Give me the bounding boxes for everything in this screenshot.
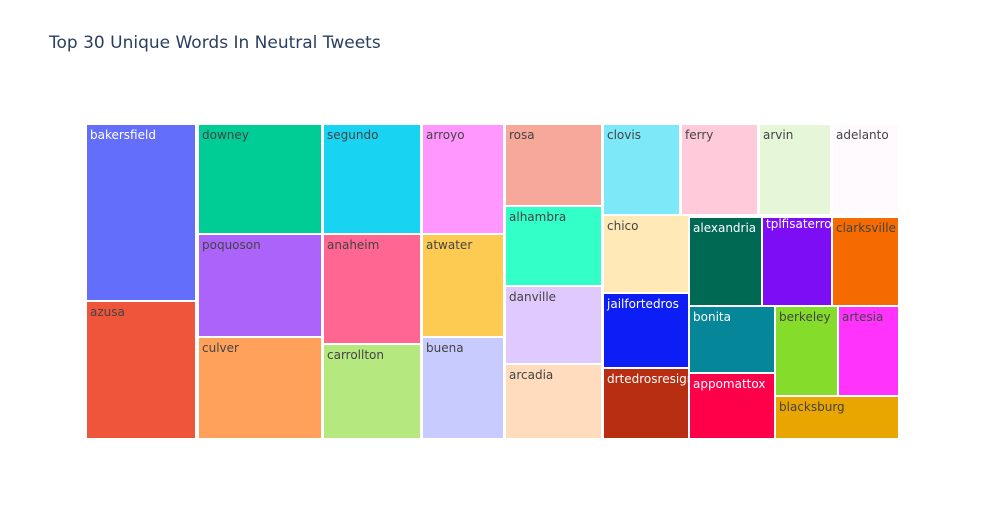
treemap-label-adelanto: adelanto bbox=[836, 128, 889, 142]
treemap-tile-downey[interactable] bbox=[199, 125, 321, 233]
treemap-label-buena: buena bbox=[426, 341, 464, 355]
treemap-label-downey: downey bbox=[202, 128, 249, 142]
treemap-label-blacksburg: blacksburg bbox=[779, 400, 845, 414]
treemap-tile-segundo[interactable] bbox=[324, 125, 420, 233]
treemap-tile-jailfortedros[interactable] bbox=[604, 294, 688, 367]
treemap-label-anaheim: anaheim bbox=[327, 238, 379, 252]
treemap-label-arcadia: arcadia bbox=[509, 368, 553, 382]
treemap-tile-arroyo[interactable] bbox=[423, 125, 503, 233]
treemap-label-rosa: rosa bbox=[509, 128, 535, 142]
treemap-label-jailfortedros: jailfortedros bbox=[606, 297, 679, 311]
treemap-tile-rosa[interactable] bbox=[506, 125, 601, 205]
treemap-tile-alexandria[interactable] bbox=[690, 218, 761, 305]
treemap-label-clovis: clovis bbox=[607, 128, 641, 142]
treemap-tile-adelanto[interactable] bbox=[833, 125, 898, 214]
treemap-label-berkeley: berkeley bbox=[779, 310, 831, 324]
treemap-label-atwater: atwater bbox=[426, 238, 472, 252]
treemap-label-drtedrosresign: drtedrosresign bbox=[607, 372, 694, 386]
treemap-label-carrollton: carrollton bbox=[327, 348, 384, 362]
treemap-label-azusa: azusa bbox=[90, 305, 125, 319]
treemap-tile-atwater[interactable] bbox=[423, 235, 503, 336]
treemap-label-artesia: artesia bbox=[842, 310, 883, 324]
treemap-label-clarksville: clarksville bbox=[836, 221, 896, 235]
treemap-tile-culver[interactable] bbox=[199, 338, 321, 438]
treemap-tile-arcadia[interactable] bbox=[506, 365, 601, 438]
treemap-tile-chico[interactable] bbox=[604, 216, 688, 292]
treemap-tile-arvin[interactable] bbox=[760, 125, 830, 214]
treemap-label-segundo: segundo bbox=[327, 128, 378, 142]
treemap-label-appomattox: appomattox bbox=[693, 377, 765, 391]
chart-title: Top 30 Unique Words In Neutral Tweets bbox=[49, 33, 381, 53]
treemap-tile-alhambra[interactable] bbox=[506, 207, 601, 285]
treemap-tile-azusa[interactable] bbox=[87, 302, 195, 438]
treemap-label-alexandria: alexandria bbox=[693, 221, 756, 235]
treemap-tile-anaheim[interactable] bbox=[324, 235, 420, 343]
treemap-label-bakersfield: bakersfield bbox=[90, 128, 156, 142]
treemap-label-alhambra: alhambra bbox=[509, 210, 566, 224]
treemap-tile-danville[interactable] bbox=[506, 287, 601, 363]
treemap-label-culver: culver bbox=[202, 341, 239, 355]
treemap-tile-appomattox[interactable] bbox=[690, 374, 774, 438]
treemap-tile-artesia[interactable] bbox=[839, 307, 898, 395]
treemap-tile-bakersfield[interactable] bbox=[87, 125, 195, 300]
treemap-label-arvin: arvin bbox=[763, 128, 793, 142]
treemap-tile-buena[interactable] bbox=[423, 338, 503, 438]
treemap-tile-poquoson[interactable] bbox=[199, 235, 321, 336]
treemap-tile-clovis[interactable] bbox=[604, 125, 679, 214]
treemap-label-danville: danville bbox=[509, 290, 556, 304]
treemap-tile-berkeley[interactable] bbox=[776, 307, 837, 395]
treemap-label-bonita: bonita bbox=[693, 310, 731, 324]
treemap-tile-clarksville[interactable] bbox=[833, 218, 898, 305]
treemap-tile-bonita[interactable] bbox=[690, 307, 774, 372]
treemap-tile-blacksburg[interactable] bbox=[776, 397, 898, 438]
treemap-tile-ferry[interactable] bbox=[682, 125, 757, 214]
treemap-label-poquoson: poquoson bbox=[202, 238, 261, 252]
treemap-tile-carrollton[interactable] bbox=[324, 345, 420, 438]
treemap-tile-drtedrosresign[interactable] bbox=[604, 369, 688, 438]
treemap-label-arroyo: arroyo bbox=[426, 128, 465, 142]
treemap-label-ferry: ferry bbox=[685, 128, 713, 142]
treemap-label-chico: chico bbox=[607, 219, 638, 233]
treemap-tile-tplfisaterroristgroup[interactable] bbox=[763, 218, 831, 305]
